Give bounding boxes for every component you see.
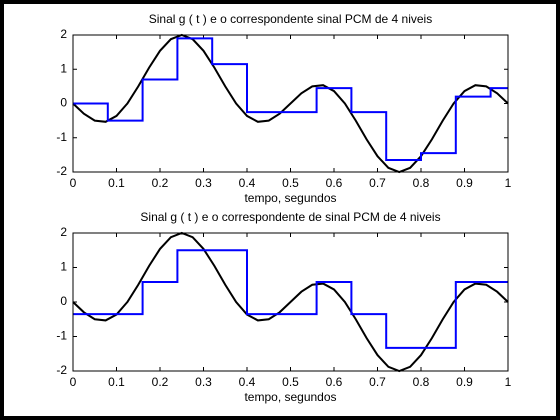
y-tick-label: 1	[60, 61, 67, 75]
x-tick-label: 0.8	[413, 375, 430, 389]
x-tick-label: 0.1	[108, 375, 125, 389]
x-tick-label: 1	[505, 176, 512, 190]
y-tick-label: 0	[60, 96, 67, 110]
x-tick-label: 0.6	[326, 375, 343, 389]
x-tick-label: 0.4	[239, 375, 256, 389]
chart-title: Sinal g ( t ) e o correspondente de sina…	[140, 210, 440, 224]
signal-line	[72, 33, 509, 174]
pcm-step-line	[73, 37, 508, 162]
x-tick-label: 0.7	[369, 375, 386, 389]
y-tick-label: -1	[56, 130, 67, 144]
x-tick-label: 0.6	[326, 176, 343, 190]
y-tick-label: 2	[60, 225, 67, 239]
x-tick-label: 0.9	[456, 176, 473, 190]
x-tick-label: 0.5	[282, 375, 299, 389]
x-tick-label: 0.2	[152, 176, 169, 190]
x-tick-label: 0.3	[195, 176, 212, 190]
y-tick-label: 2	[60, 27, 67, 41]
x-tick-label: 0	[70, 176, 77, 190]
x-tick-label: 0.4	[239, 176, 256, 190]
x-tick-label: 0	[70, 375, 77, 389]
axes-box	[72, 232, 509, 372]
y-tick-label: -2	[56, 164, 67, 178]
x-axis-label: tempo, segundos	[244, 191, 336, 205]
axes-box	[72, 34, 509, 173]
x-tick-label: 1	[505, 375, 512, 389]
x-tick-label: 0.3	[195, 375, 212, 389]
y-tick-label: -2	[56, 363, 67, 377]
y-tick-label: 1	[60, 260, 67, 274]
y-tick-label: 0	[60, 294, 67, 308]
x-tick-label: 0.7	[369, 176, 386, 190]
x-tick-label: 0.1	[108, 176, 125, 190]
x-axis-label: tempo, segundos	[244, 390, 336, 404]
pcm-step-line	[73, 249, 508, 349]
x-tick-label: 0.9	[456, 375, 473, 389]
signal-line	[72, 231, 509, 373]
x-tick-label: 0.8	[413, 176, 430, 190]
x-tick-label: 0.5	[282, 176, 299, 190]
chart-title: Sinal g ( t ) e o correspondente sinal P…	[149, 12, 432, 26]
x-tick-label: 0.2	[152, 375, 169, 389]
y-tick-label: -1	[56, 329, 67, 343]
